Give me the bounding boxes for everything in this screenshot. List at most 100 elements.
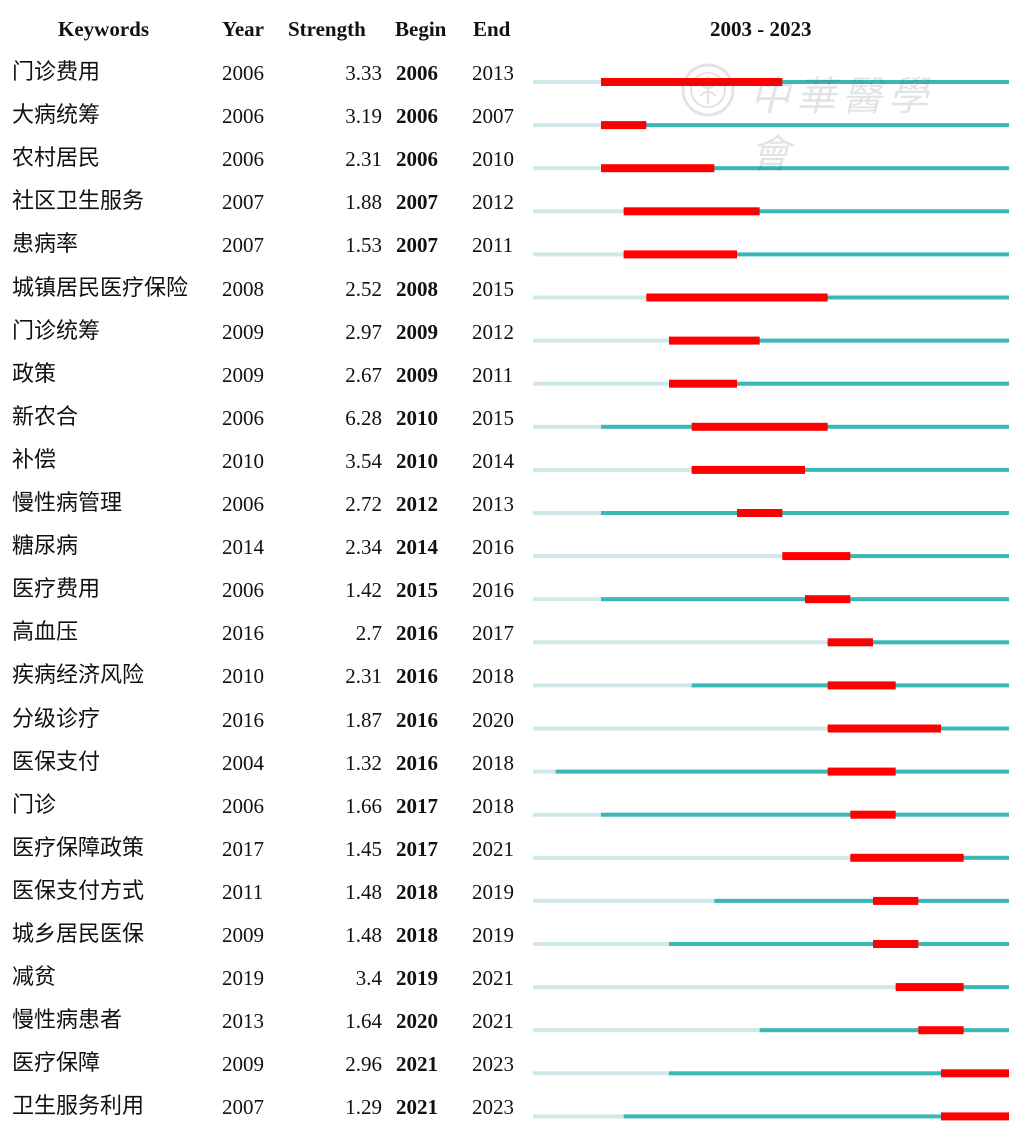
row-keyword: 医疗保障 [12,1051,101,1077]
row-strength: 2.97 [345,319,382,344]
timeline-track [533,683,1009,688]
burst-bar [805,595,851,604]
row-end: 2007 [472,104,514,129]
timeline-active-segment [646,295,1009,300]
timeline-track [533,252,1009,257]
row-year: 2019 [222,966,264,991]
timeline-track [533,942,1009,946]
row-year: 2016 [222,707,264,732]
timeline-active-segment [782,554,1009,559]
row-begin: 2016 [396,621,438,646]
timeline-active-segment [895,985,1009,990]
row-keyword: 糖尿病 [12,534,79,560]
row-keyword: 社区卫生服务 [12,189,145,215]
row-strength: 3.54 [345,448,382,473]
row-begin: 2009 [396,319,438,344]
row-strength: 1.32 [345,750,382,775]
timeline-active-segment [827,640,1009,645]
header-begin: Begin [395,17,447,41]
timeline-active-segment [691,467,1009,472]
row-strength: 1.42 [345,578,382,603]
timeline-track [533,511,1009,515]
seal-icon [681,63,735,117]
row-begin: 2016 [396,750,438,775]
row-year: 2009 [222,319,264,344]
row-strength: 1.29 [345,1095,382,1120]
burst-bar [827,724,941,733]
row-begin: 2006 [396,61,438,85]
row-strength: 2.96 [345,1052,382,1077]
row-strength: 2.72 [345,492,382,516]
burst-bar [782,552,851,561]
row-year: 2006 [222,405,264,430]
timeline-track [533,855,1009,860]
row-keyword: 减贫 [12,965,57,991]
row-strength: 2.31 [345,147,382,172]
row-keyword: 分级诊疗 [12,706,101,732]
row-end: 2019 [472,923,514,947]
timeline-track [533,985,1009,990]
timeline-track [533,597,1009,602]
row-year: 2008 [222,276,264,301]
row-keyword: 补偿 [12,447,57,473]
row-begin: 2020 [396,1009,438,1034]
timeline-track [533,898,1009,903]
row-strength: 6.28 [345,405,382,430]
row-end: 2012 [472,319,514,344]
row-end: 2014 [472,448,514,473]
timeline-track [533,1071,1009,1076]
timeline-track [533,1028,1009,1033]
header-keywords: Keywords [58,17,149,41]
row-end: 2016 [472,535,514,560]
timeline-active-segment [669,381,1009,386]
burst-bar [669,379,737,388]
burst-bar [623,250,737,259]
burst-bar [941,1069,1009,1078]
row-begin: 2006 [396,104,438,129]
row-begin: 2019 [396,966,438,991]
burst-bar [873,940,919,948]
row-strength: 3.19 [345,104,382,129]
timeline-active-segment [555,769,1009,774]
row-year: 2010 [222,448,264,473]
row-keyword: 慢性病管理 [12,491,123,516]
timeline-active-segment [623,1114,1009,1119]
row-end: 2017 [472,621,514,646]
timeline-active-segment [601,812,1009,817]
row-strength: 3.4 [355,966,382,991]
timeline-track [533,769,1009,774]
row-keyword: 患病率 [12,232,79,258]
row-year: 2006 [222,61,264,85]
row-begin: 2016 [396,664,438,689]
row-keyword: 城乡居民医保 [12,922,145,947]
timeline-active-segment [714,898,1009,903]
timeline-track [533,812,1009,817]
row-year: 2016 [222,621,264,646]
row-keyword: 卫生服务利用 [12,1094,145,1120]
row-strength: 1.88 [345,190,382,215]
row-end: 2018 [472,750,514,775]
burst-bar [895,983,964,992]
row-begin: 2017 [396,836,438,861]
timeline-active-segment [623,252,1009,257]
timeline-track [533,554,1009,559]
row-strength: 2.31 [345,664,382,689]
burst-bar [601,164,715,173]
row-year: 2006 [222,492,264,516]
row-begin: 2008 [396,276,438,301]
burst-bar [873,896,919,905]
timeline-active-segment [601,511,1009,515]
burst-bar [850,810,896,819]
row-begin: 2021 [396,1095,438,1120]
row-begin: 2017 [396,793,438,818]
row-keyword: 门诊费用 [12,60,101,85]
row-strength: 1.53 [345,233,382,258]
row-year: 2017 [222,836,264,861]
row-year: 2007 [222,1095,264,1120]
timeline-track [533,295,1009,300]
row-year: 2014 [222,535,264,560]
row-keyword: 农村居民 [12,146,101,172]
row-end: 2021 [472,966,514,991]
row-end: 2018 [472,793,514,818]
row-keyword: 医疗费用 [12,577,101,603]
